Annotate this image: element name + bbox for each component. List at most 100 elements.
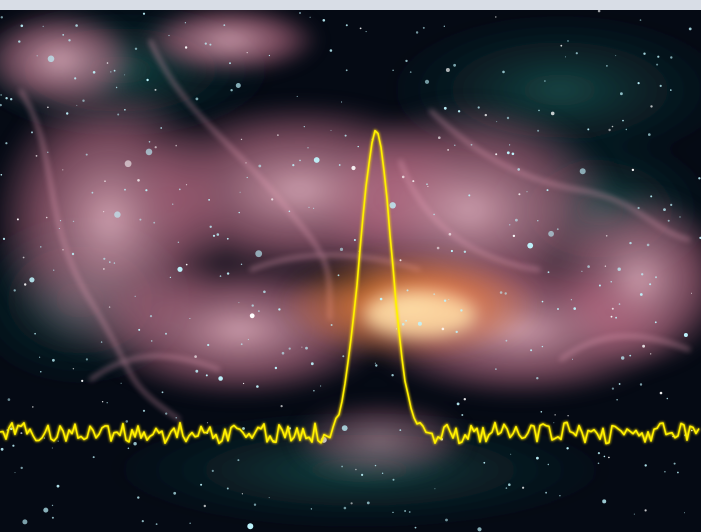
star [691,292,692,294]
star [237,459,240,462]
star [247,523,254,530]
star [22,519,28,525]
star [572,358,573,360]
star [258,164,262,168]
star [337,274,340,277]
star [148,141,151,143]
star [573,307,576,310]
star [280,405,283,408]
star [313,207,315,209]
star [43,437,46,439]
star [598,284,601,287]
star [204,42,207,45]
star [455,330,458,334]
star-field [0,9,701,532]
star [229,62,231,65]
star [608,456,610,459]
star [303,126,305,128]
star [338,164,341,166]
star [288,210,291,213]
star [230,89,233,92]
star [657,55,660,58]
star [355,468,357,471]
star [670,56,673,59]
star [629,354,632,357]
star [434,488,436,490]
star [566,447,569,450]
star [268,54,270,57]
star [505,487,508,489]
star [120,382,122,384]
star [59,220,62,222]
star [209,43,212,46]
star [240,343,243,346]
star [301,346,303,348]
star [341,465,343,468]
star [313,157,320,163]
star [436,246,440,250]
star [664,470,666,473]
star [243,382,245,385]
star [495,153,498,156]
star [468,194,471,197]
star [245,162,247,164]
star [124,160,132,168]
star [178,188,181,191]
star [404,510,407,512]
star [258,310,260,312]
star [211,469,214,472]
star [606,65,608,67]
star [322,19,326,22]
star [557,308,559,310]
star [127,447,130,450]
star [506,116,510,120]
star [646,243,650,247]
star [57,440,59,442]
star [195,97,199,101]
star [169,276,172,279]
star [341,425,348,431]
star [499,291,503,294]
star [546,189,549,192]
star [673,462,676,465]
star [618,303,621,305]
star [526,191,528,193]
star [639,383,643,386]
star [450,249,453,253]
star [617,267,621,271]
star [42,25,44,28]
star [251,304,254,307]
star [209,225,212,228]
star [510,453,512,455]
star [608,128,611,132]
star [5,97,8,100]
star [288,347,291,350]
star [603,455,606,458]
star [299,12,301,14]
star [113,262,116,264]
star [633,513,635,515]
star [550,111,555,116]
star [85,153,88,156]
star [206,422,209,424]
star [104,180,106,182]
star [31,131,33,134]
star [448,299,450,300]
star [615,55,617,57]
star [20,24,24,28]
star [246,176,248,179]
star [149,315,153,318]
star [548,230,554,237]
star [277,134,279,137]
star [670,89,672,91]
star [253,503,257,506]
star [175,144,177,147]
star [299,159,301,162]
star [208,199,211,201]
star [240,263,243,265]
star [45,216,48,219]
star [496,121,498,123]
star [610,315,613,318]
star [74,77,77,80]
star [663,208,666,212]
